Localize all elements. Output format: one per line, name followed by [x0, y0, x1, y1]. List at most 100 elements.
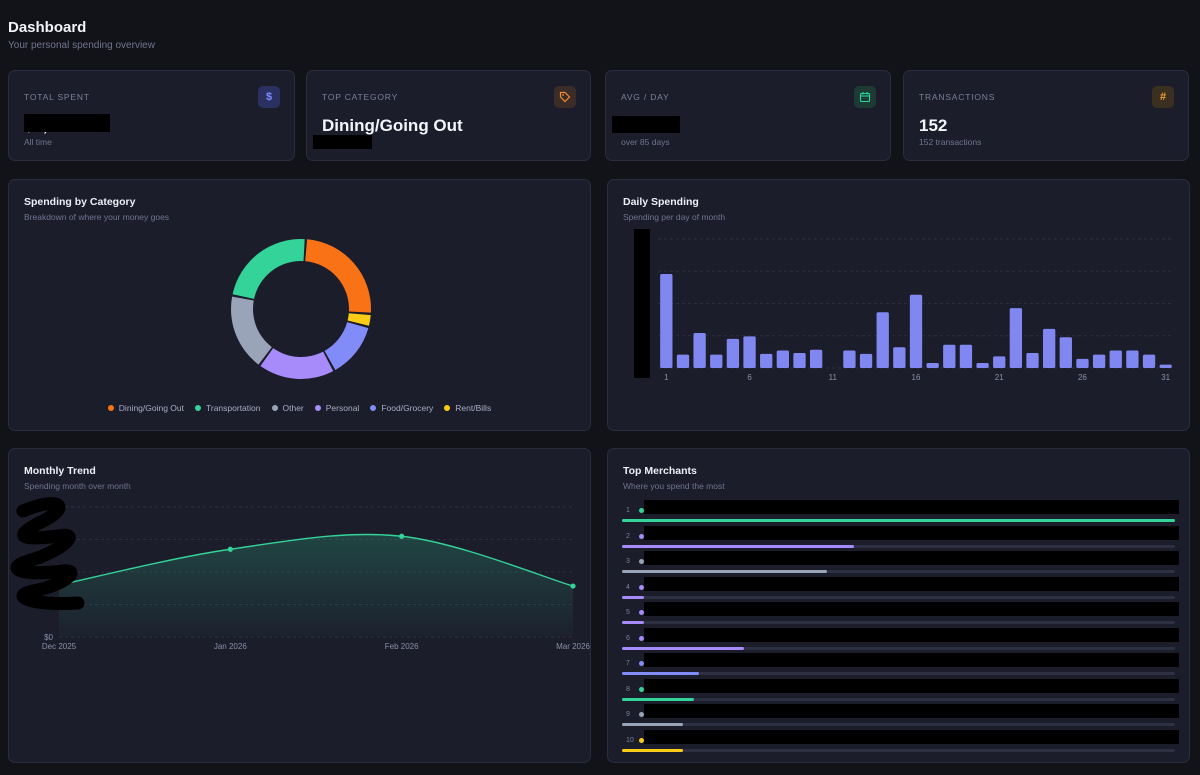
bar-day-27[interactable] [1092, 354, 1106, 368]
legend-item[interactable]: Other [271, 403, 304, 413]
merchant-row[interactable]: 9 [622, 704, 1179, 732]
legend-dot [444, 405, 451, 411]
merchant-dot [639, 508, 644, 513]
donut-slice-dining-going-out[interactable] [305, 239, 371, 313]
merchant-row[interactable]: 7 [622, 653, 1179, 681]
bar-day-28[interactable] [1109, 350, 1122, 368]
bar-day-31[interactable] [1159, 364, 1172, 368]
bar-day-5[interactable] [726, 338, 740, 368]
donut-slice-rent-bills[interactable] [347, 313, 371, 326]
redaction-box [644, 500, 1179, 514]
redaction-box [313, 135, 372, 149]
merchant-row[interactable]: 3 [622, 551, 1179, 579]
donut-slice-transportation[interactable] [232, 239, 305, 299]
bar-day-18[interactable] [943, 344, 956, 368]
merchant-rank: 7 [626, 660, 630, 667]
legend-dot [195, 405, 201, 411]
bar-day-8[interactable] [776, 350, 789, 368]
bar-day-22[interactable] [1009, 308, 1023, 368]
bar-day-17[interactable] [926, 363, 939, 368]
merchant-rank: 8 [626, 685, 630, 693]
bar-day-24[interactable] [1043, 328, 1056, 368]
legend-dot [271, 405, 278, 411]
stat-label: TRANSACTIONS [919, 92, 996, 102]
x-tick-label: Feb 2026 [385, 642, 419, 651]
legend-label: Other [282, 403, 304, 413]
merchant-dot [639, 737, 644, 743]
stat-label: AVG / DAY [621, 92, 670, 102]
bar-day-14[interactable] [876, 312, 889, 368]
redaction-box [644, 653, 1179, 667]
donut-slice-personal[interactable] [260, 348, 334, 379]
merchant-dot [639, 635, 644, 641]
data-point[interactable] [570, 583, 576, 589]
stat-card-total-spent: TOTAL SPENT $5,475.25 All time $ [8, 70, 295, 161]
y-tick-label: $0 [44, 633, 53, 642]
merchant-bar-fill [622, 723, 683, 726]
legend-dot [107, 405, 114, 411]
bar-day-29[interactable] [1126, 350, 1139, 368]
merchant-rank: 1 [626, 507, 630, 514]
merchant-row[interactable]: 2 [622, 525, 1179, 554]
merchant-bar-fill [622, 621, 645, 624]
merchant-row[interactable]: 6 [622, 627, 1179, 656]
bar-day-15[interactable] [893, 347, 906, 368]
bar-day-16[interactable] [909, 294, 923, 368]
legend-item[interactable]: Transportation [195, 403, 261, 413]
bar-day-3[interactable] [693, 333, 706, 368]
bar-day-6[interactable] [743, 336, 756, 368]
bar-day-13[interactable] [859, 353, 873, 368]
stat-card-avg-day: AVG / DAY over 85 days [605, 70, 891, 161]
merchant-row[interactable]: 8 [622, 678, 1179, 707]
merchant-rank: 9 [626, 711, 630, 718]
donut-slice-other[interactable] [231, 296, 272, 365]
category-donut-chart [231, 239, 371, 379]
donut-slice-food-grocery[interactable] [324, 322, 369, 370]
bar-day-30[interactable] [1142, 354, 1156, 368]
bar-day-10[interactable] [809, 349, 823, 368]
bar-day-19[interactable] [959, 344, 973, 368]
tag-icon [554, 86, 576, 108]
merchant-row[interactable]: 1 [622, 500, 1179, 528]
data-point[interactable] [227, 546, 233, 552]
bar-day-26[interactable] [1076, 358, 1089, 368]
page-subtitle: Your personal spending overview [8, 40, 155, 51]
legend-item[interactable]: Food/Grocery [370, 403, 433, 413]
bar-day-7[interactable] [760, 353, 773, 368]
redaction-box [644, 525, 1179, 540]
merchant-bar-fill [622, 672, 700, 675]
merchant-dot [639, 533, 644, 539]
bar-day-9[interactable] [793, 353, 806, 368]
daily-bar-chart: 1 6 11 16 21 26 31 [658, 238, 1174, 382]
bar-day-12[interactable] [843, 350, 856, 368]
merchant-dot [639, 712, 644, 717]
x-tick-label: 21 [995, 373, 1004, 382]
merchant-dot [639, 686, 644, 692]
legend-label: Personal [325, 403, 360, 413]
bar-day-4[interactable] [710, 354, 723, 368]
bar-day-1[interactable] [660, 273, 673, 368]
page-title: Dashboard [8, 19, 87, 36]
merchant-bar-track [622, 621, 1175, 624]
x-tick-label: 31 [1161, 373, 1170, 382]
bar-day-20[interactable] [976, 363, 989, 368]
merchant-dot [639, 610, 644, 615]
merchant-dot [639, 584, 644, 590]
legend-item[interactable]: Rent/Bills [444, 403, 491, 413]
merchant-bar-track [622, 748, 1175, 752]
bar-day-25[interactable] [1059, 337, 1072, 368]
merchant-row[interactable]: 10 [622, 729, 1179, 758]
monthly-area-chart: Dec 2025 Jan 2026 Feb 2026 Mar 2026 $0 [42, 506, 590, 651]
merchant-row[interactable]: 4 [622, 576, 1179, 605]
merchant-row[interactable]: 5 [622, 602, 1179, 630]
legend-item[interactable]: Personal [314, 403, 360, 413]
dollar-icon: $ [258, 86, 280, 108]
x-tick-label: Dec 2025 [42, 642, 77, 651]
bar-day-21[interactable] [993, 356, 1006, 368]
legend-item[interactable]: Dining/Going Out [107, 403, 184, 413]
bar-day-2[interactable] [676, 354, 690, 368]
bar-day-23[interactable] [1026, 353, 1039, 368]
merchant-rank: 10 [626, 736, 634, 744]
data-point[interactable] [399, 533, 405, 539]
merchant-bar-track [622, 570, 1175, 573]
